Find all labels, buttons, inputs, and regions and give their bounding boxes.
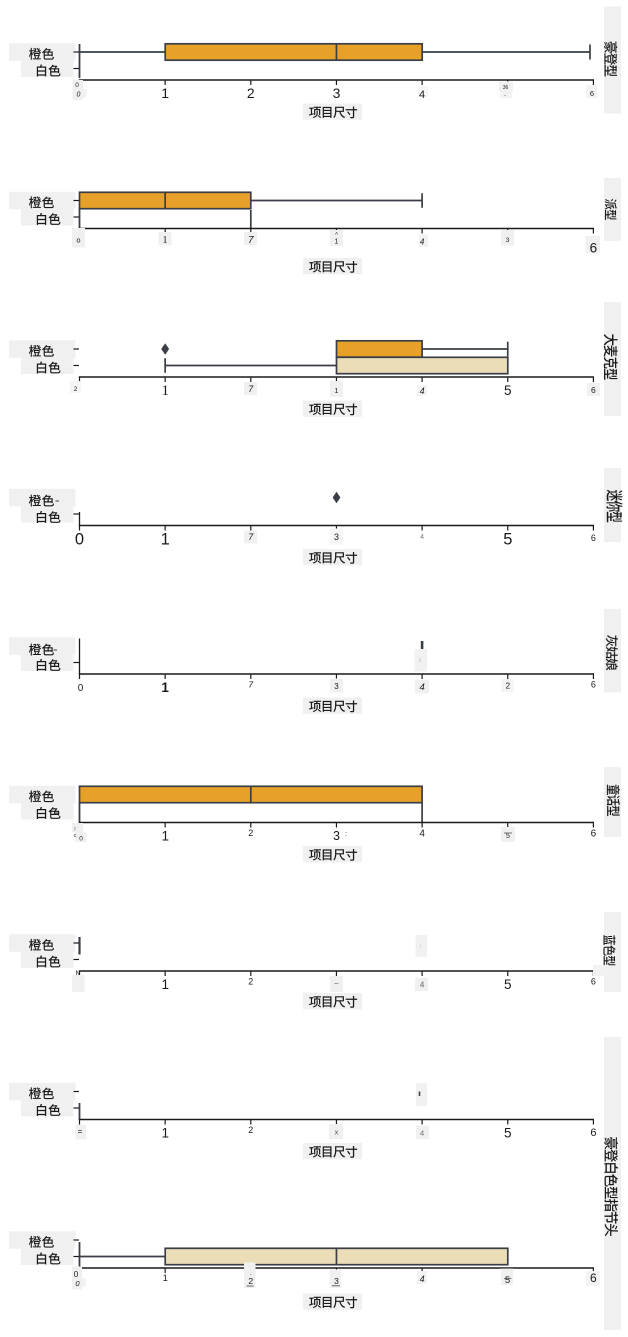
- svg-text:=: =: [78, 1127, 83, 1136]
- svg-text:5: 5: [504, 977, 512, 992]
- svg-text:7: 7: [248, 680, 253, 690]
- svg-text:1: 1: [161, 383, 169, 399]
- svg-text:6: 6: [590, 89, 594, 98]
- svg-text:1: 1: [161, 1126, 169, 1141]
- svg-text:0: 0: [78, 683, 84, 694]
- svg-text:N: N: [75, 971, 80, 978]
- svg-text:x: x: [335, 1128, 339, 1137]
- svg-text:i: i: [420, 944, 421, 950]
- svg-text:0: 0: [74, 1270, 79, 1279]
- svg-text:1: 1: [163, 235, 168, 246]
- svg-text:1: 1: [161, 680, 169, 695]
- svg-text:4: 4: [419, 829, 425, 840]
- svg-text:2: 2: [248, 1276, 253, 1286]
- svg-text:c: c: [74, 833, 77, 839]
- svg-text:6: 6: [591, 533, 596, 543]
- svg-text:3: 3: [333, 85, 341, 101]
- svg-text:3: 3: [334, 532, 339, 542]
- svg-text:6: 6: [591, 385, 596, 395]
- svg-text:7: 7: [248, 384, 254, 394]
- svg-text:-: -: [504, 93, 506, 99]
- svg-text:4: 4: [419, 682, 424, 693]
- svg-text:^: ^: [335, 233, 338, 239]
- svg-text:1: 1: [335, 388, 339, 395]
- svg-text:7: 7: [248, 235, 254, 246]
- svg-text:1: 1: [335, 239, 339, 246]
- svg-text:2: 2: [248, 977, 253, 987]
- svg-text:2: 2: [248, 1125, 253, 1135]
- svg-text:3: 3: [334, 682, 339, 691]
- svg-text:.: .: [250, 1271, 252, 1277]
- svg-text:5: 5: [504, 383, 512, 398]
- svg-text:4: 4: [420, 238, 425, 247]
- svg-text:4: 4: [420, 1274, 425, 1284]
- svg-text:6: 6: [590, 1271, 597, 1285]
- svg-text:3: 3: [333, 829, 340, 843]
- svg-text:0: 0: [75, 1279, 80, 1288]
- svg-text:5: 5: [506, 833, 510, 840]
- svg-text:6: 6: [591, 829, 597, 840]
- svg-text:4: 4: [420, 386, 425, 396]
- svg-text:3: 3: [506, 237, 510, 244]
- svg-text:2: 2: [74, 386, 78, 393]
- svg-text:7: 7: [248, 532, 254, 542]
- svg-text:1: 1: [161, 530, 170, 548]
- svg-text:6: 6: [590, 1127, 596, 1139]
- svg-text:1: 1: [161, 829, 169, 844]
- svg-text:5: 5: [505, 1275, 510, 1286]
- svg-text:0: 0: [75, 530, 84, 548]
- svg-text:6: 6: [591, 680, 596, 690]
- svg-text:4: 4: [419, 89, 425, 101]
- svg-text:3: 3: [334, 1276, 339, 1286]
- svg-text:1: 1: [161, 85, 169, 101]
- svg-text:4: 4: [420, 534, 424, 541]
- svg-text:0: 0: [77, 91, 81, 98]
- svg-text:0: 0: [79, 836, 83, 843]
- svg-text:4: 4: [420, 981, 425, 990]
- svg-text::: :: [345, 831, 347, 838]
- svg-text:o: o: [76, 236, 80, 245]
- svg-text:~: ~: [334, 980, 339, 989]
- svg-text:1: 1: [161, 977, 169, 992]
- svg-text:2: 2: [506, 682, 511, 691]
- svg-text:6: 6: [590, 241, 598, 256]
- svg-text:s: s: [419, 658, 422, 664]
- svg-text:2: 2: [247, 85, 255, 101]
- svg-text:2: 2: [248, 828, 253, 838]
- svg-text:!: !: [74, 827, 75, 833]
- svg-text:0: 0: [75, 82, 79, 89]
- svg-text:4: 4: [420, 1129, 424, 1138]
- svg-text:5: 5: [503, 530, 512, 548]
- svg-text:6: 6: [591, 977, 596, 987]
- svg-text:5: 5: [504, 1126, 512, 1141]
- svg-text:36: 36: [503, 85, 509, 91]
- svg-text:1: 1: [163, 1273, 168, 1283]
